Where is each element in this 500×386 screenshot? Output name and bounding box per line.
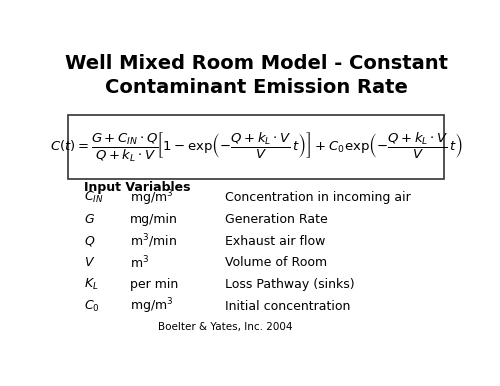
Text: Initial concentration: Initial concentration xyxy=(225,300,350,313)
Text: $Q$: $Q$ xyxy=(84,234,95,248)
Text: $C_0$: $C_0$ xyxy=(84,299,100,314)
Text: $C_{IN}$: $C_{IN}$ xyxy=(84,190,103,205)
Text: Well Mixed Room Model - Constant: Well Mixed Room Model - Constant xyxy=(65,54,448,73)
Text: mg/m$^3$: mg/m$^3$ xyxy=(130,296,174,316)
Text: $K_L$: $K_L$ xyxy=(84,277,98,292)
Text: mg/m$^3$: mg/m$^3$ xyxy=(130,188,174,208)
Text: m$^3$/min: m$^3$/min xyxy=(130,232,178,250)
Text: m$^3$: m$^3$ xyxy=(130,255,150,271)
Text: Boelter & Yates, Inc. 2004: Boelter & Yates, Inc. 2004 xyxy=(158,322,292,332)
Text: mg/min: mg/min xyxy=(130,213,178,226)
Text: Exhaust air flow: Exhaust air flow xyxy=(225,235,326,248)
Text: Volume of Room: Volume of Room xyxy=(225,256,328,269)
Bar xyxy=(68,115,444,179)
Text: per min: per min xyxy=(130,278,178,291)
Text: Input Variables: Input Variables xyxy=(84,181,190,194)
Text: Generation Rate: Generation Rate xyxy=(225,213,328,226)
Text: Loss Pathway (sinks): Loss Pathway (sinks) xyxy=(225,278,355,291)
Text: $G$: $G$ xyxy=(84,213,95,226)
Text: $V$: $V$ xyxy=(84,256,95,269)
Text: Concentration in incoming air: Concentration in incoming air xyxy=(225,191,411,205)
Text: $C(t) = \dfrac{G + C_{IN} \cdot Q}{Q + k_L \cdot V}\!\left[1 - \exp\!\left(-\dfr: $C(t) = \dfrac{G + C_{IN} \cdot Q}{Q + k… xyxy=(50,131,463,164)
Text: Contaminant Emission Rate: Contaminant Emission Rate xyxy=(105,78,408,96)
